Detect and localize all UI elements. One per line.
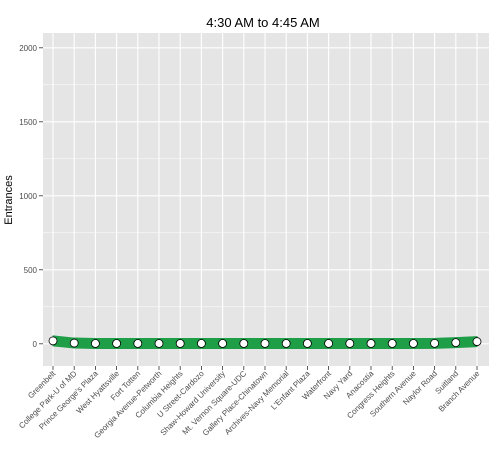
data-point bbox=[48, 336, 58, 346]
data-point bbox=[366, 339, 376, 348]
data-point bbox=[430, 338, 440, 348]
plot-panel bbox=[43, 33, 489, 366]
data-point bbox=[451, 338, 461, 348]
y-tick-label: 0 bbox=[33, 340, 38, 349]
data-point bbox=[91, 339, 100, 348]
y-axis-label: Entrances bbox=[3, 175, 15, 225]
data-point bbox=[260, 339, 270, 348]
series-points bbox=[48, 336, 482, 348]
chart-title: 4:30 AM to 4:45 AM bbox=[206, 15, 319, 30]
data-point bbox=[154, 339, 164, 348]
y-tick-label: 2000 bbox=[19, 44, 37, 53]
data-point bbox=[324, 339, 334, 348]
data-point bbox=[302, 339, 312, 348]
data-point bbox=[175, 339, 185, 348]
y-tick-label: 1500 bbox=[19, 118, 37, 127]
data-point bbox=[218, 339, 228, 348]
data-point bbox=[133, 339, 143, 348]
data-point bbox=[345, 339, 355, 348]
data-point bbox=[112, 339, 121, 348]
y-axis: 0 500 1000 1500 2000 bbox=[19, 44, 43, 349]
y-tick-label: 500 bbox=[24, 266, 38, 275]
data-point bbox=[281, 339, 291, 348]
y-tick-label: 1000 bbox=[19, 192, 37, 201]
data-point bbox=[196, 339, 206, 348]
data-point bbox=[472, 337, 482, 346]
grid-lines bbox=[43, 33, 489, 366]
data-point bbox=[69, 338, 79, 348]
data-point bbox=[408, 339, 418, 348]
data-point bbox=[239, 339, 249, 348]
data-point bbox=[387, 339, 397, 348]
